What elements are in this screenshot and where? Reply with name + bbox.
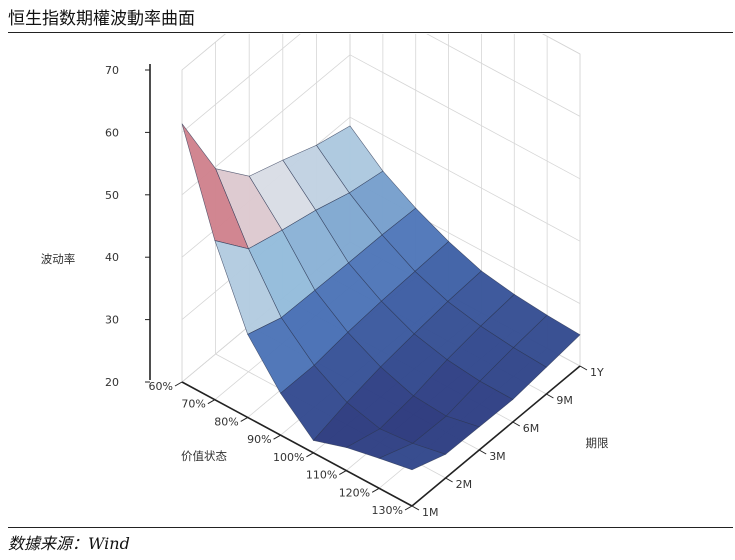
tick-labels: 60% 70% 80% 90%100%110%120%130% 1M 2M 3M 6M 9M 1Y…	[105, 64, 604, 519]
x-tick-mark	[306, 452, 314, 458]
x-tick-label: 80%	[214, 415, 238, 428]
x-tick-mark	[240, 416, 248, 422]
x-tick-mark	[404, 505, 413, 511]
y-tick-label: 1M	[422, 506, 439, 519]
x-tick-label: 130%	[372, 504, 403, 517]
y-tick-mark	[512, 421, 521, 427]
y-tick-mark	[445, 477, 453, 483]
x-tick-label: 90%	[247, 433, 271, 446]
surface-mesh	[181, 123, 581, 471]
y-tick-mark	[579, 365, 588, 371]
chart-axes	[149, 64, 581, 507]
x-tick-label: 110%	[306, 469, 337, 482]
z-gridline	[181, 34, 581, 133]
source-divider	[8, 527, 733, 528]
z-tick-label: 30	[105, 314, 119, 327]
x-tick-label: 70%	[181, 398, 205, 411]
x-tick-label: 100%	[273, 451, 304, 464]
y-tick-mark	[478, 449, 487, 455]
x-axis-label: 价值状态	[181, 449, 227, 463]
x-tick-mark	[371, 487, 380, 493]
y-tick-label: 9M	[556, 394, 573, 407]
z-tick-label: 70	[105, 64, 119, 77]
z-tick-label: 40	[105, 251, 119, 264]
page-title: 恒生指数期權波動率曲面	[8, 9, 195, 29]
y-tick-label: 3M	[489, 450, 506, 463]
y-tick-mark	[411, 505, 420, 511]
x-tick-mark	[174, 381, 183, 387]
x-tick-label: 120%	[339, 486, 370, 499]
y-tick-label: 2M	[456, 478, 473, 491]
x-tick-mark	[339, 470, 347, 476]
y-tick-mark	[546, 393, 554, 399]
source-note: 数據来源：Wind	[8, 534, 130, 553]
x-tick-mark	[207, 399, 216, 405]
surface-cell	[378, 443, 447, 471]
y-axis-line	[411, 365, 581, 507]
x-tick-mark	[273, 434, 281, 440]
z-tick-label: 20	[105, 376, 119, 389]
z-axis-label: 波动率	[41, 252, 76, 266]
x-axis-line	[181, 381, 413, 507]
y-tick-label: 1Y	[590, 366, 604, 379]
title-divider	[8, 32, 733, 33]
x-tick-label: 60%	[149, 380, 173, 393]
z-tick-label: 60	[105, 126, 119, 139]
volatility-surface-chart: 60% 70% 80% 90%100%110%120%130% 1M 2M 3M 6M 9M 1Y…	[41, 34, 609, 519]
y-tick-label: 6M	[523, 422, 540, 435]
y-axis-label: 期限	[586, 436, 609, 450]
z-tick-label: 50	[105, 189, 119, 202]
